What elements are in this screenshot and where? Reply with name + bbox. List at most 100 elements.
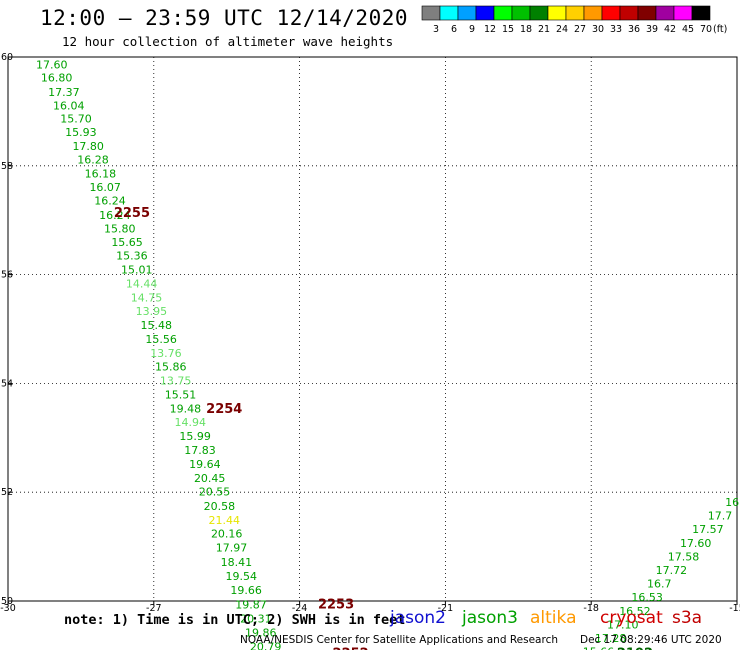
y-tick-label: 60 [1,52,13,63]
scale-swatch [691,5,711,21]
pass-time-label: 2102 [617,647,653,650]
scale-label: 6 [451,24,457,35]
legend-cryosat: cryosat [600,608,663,628]
swh-value: 17.80 [72,140,104,153]
swh-value: 15.80 [104,222,136,235]
plot-frame [7,56,738,602]
swh-value: 13.75 [160,375,192,388]
scale-label: 21 [538,24,550,35]
x-tick-label: -21 [438,603,454,614]
scale-label: 3 [433,24,439,35]
swh-value: 13.76 [150,347,182,360]
swh-value: 14.75 [131,291,163,304]
x-tick-label: -15 [729,603,740,614]
generated-timestamp: Dec 17 08:29:46 UTC 2020 [580,634,722,646]
swh-value: 19.87 [235,598,267,611]
swh-value: 15.86 [155,361,187,374]
swh-value: 15.99 [179,430,211,443]
swh-value: 13.95 [136,305,168,318]
swh-value: 17.7 [708,510,733,523]
scale-label: 12 [484,24,496,35]
swh-value: 17.60 [680,537,712,550]
y-tick-label: 50 [1,596,13,607]
credit-line: NOAA/NESDIS Center for Satellite Applica… [240,634,558,646]
swh-value: 15.51 [165,388,197,401]
swh-value: 16.80 [41,72,73,85]
y-tick-label: 52 [1,487,13,498]
y-tick-label: 56 [1,270,13,281]
swh-value: 16.7 [647,578,672,591]
legend-s3a: s3a [672,608,703,628]
swh-value: 15.93 [65,126,97,139]
swh-value: 19.86 [245,627,277,640]
swh-value: 17.37 [48,86,80,99]
y-tick-label: 58 [1,161,13,172]
x-tick-label: -24 [292,603,308,614]
pass-time-label: 2255 [114,206,150,221]
swh-value: 17.57 [692,523,724,536]
scale-label: 39 [646,24,658,35]
scale-label: 42 [664,24,676,35]
swh-value: 15.01 [121,264,153,277]
swh-value: 20.55 [199,486,231,499]
scale-label: 33 [610,24,622,35]
swh-value: 15.70 [60,112,92,125]
legend-altika: altika [530,608,577,628]
scale-label: 18 [520,24,532,35]
x-tick-label: -18 [583,603,599,614]
scale-label: 30 [592,24,604,35]
chart-subtitle: 12 hour collection of altimeter wave hei… [62,34,394,49]
swh-value: 16.52 [619,605,651,618]
swh-value: 16.28 [77,153,109,166]
swh-value: 17.60 [36,59,68,72]
swh-value: 16.18 [85,167,117,180]
swh-value: 17.72 [656,564,688,577]
footnote: note: 1) Time is in UTC; 2) SWH is in fe… [64,612,406,628]
scale-label: 70 [700,24,712,35]
swh-value: 16 [725,496,739,509]
pass-time-label: 2253 [318,598,354,613]
swh-value: 15.65 [111,236,143,249]
swh-value: 16.24 [99,209,131,222]
x-tick-label: -30 [0,603,16,614]
x-tick-label: -27 [146,603,162,614]
chart-title: 12:00 – 23:59 UTC 12/14/2020 [40,6,409,30]
swh-value: 17.97 [216,542,248,555]
swh-value: 19.54 [226,570,258,583]
scale-unit: (ft) [713,24,727,35]
swh-value: 17.83 [184,444,216,457]
scale-label: 9 [469,24,475,35]
scale-label: 15 [502,24,514,35]
pass-time-label: 2252 [333,647,369,650]
swh-value: 20.16 [211,528,243,541]
color-scale: 3 6 9 12 15 18 21 24 27 30 33 36 39 42 45 70 (ft) [421,5,727,35]
scale-label: 45 [682,24,694,35]
scale-label: 27 [574,24,586,35]
legend-jason3: jason3 [462,608,518,628]
swh-value: 19.64 [189,458,221,471]
swh-value: 17.28 [595,632,627,645]
swh-value: 20.45 [194,472,226,485]
swh-value: 16.07 [89,181,121,194]
swh-value: 18.41 [221,556,253,569]
swh-value: 20.58 [204,500,236,513]
scale-label: 24 [556,24,568,35]
swh-value: 17.58 [668,550,700,563]
y-tick-label: 54 [1,378,13,389]
legend-jason2: jason2 [390,608,446,628]
swh-value: 21.44 [209,514,241,527]
swh-value: 17.10 [607,618,639,631]
swh-value: 16.53 [631,591,663,604]
swh-value: 19.48 [170,402,202,415]
scale-label: 36 [628,24,640,35]
swh-value: 14.94 [175,416,207,429]
swh-value: 15.56 [145,333,177,346]
swh-value: 16.24 [94,195,126,208]
swh-value: 16.04 [53,99,85,112]
swh-value: 15.48 [140,319,172,332]
swh-value: 20.31 [240,612,272,625]
swh-value: 14.44 [126,277,158,290]
swh-value: 15.66 [583,646,615,650]
pass-time-label: 2254 [206,402,242,417]
